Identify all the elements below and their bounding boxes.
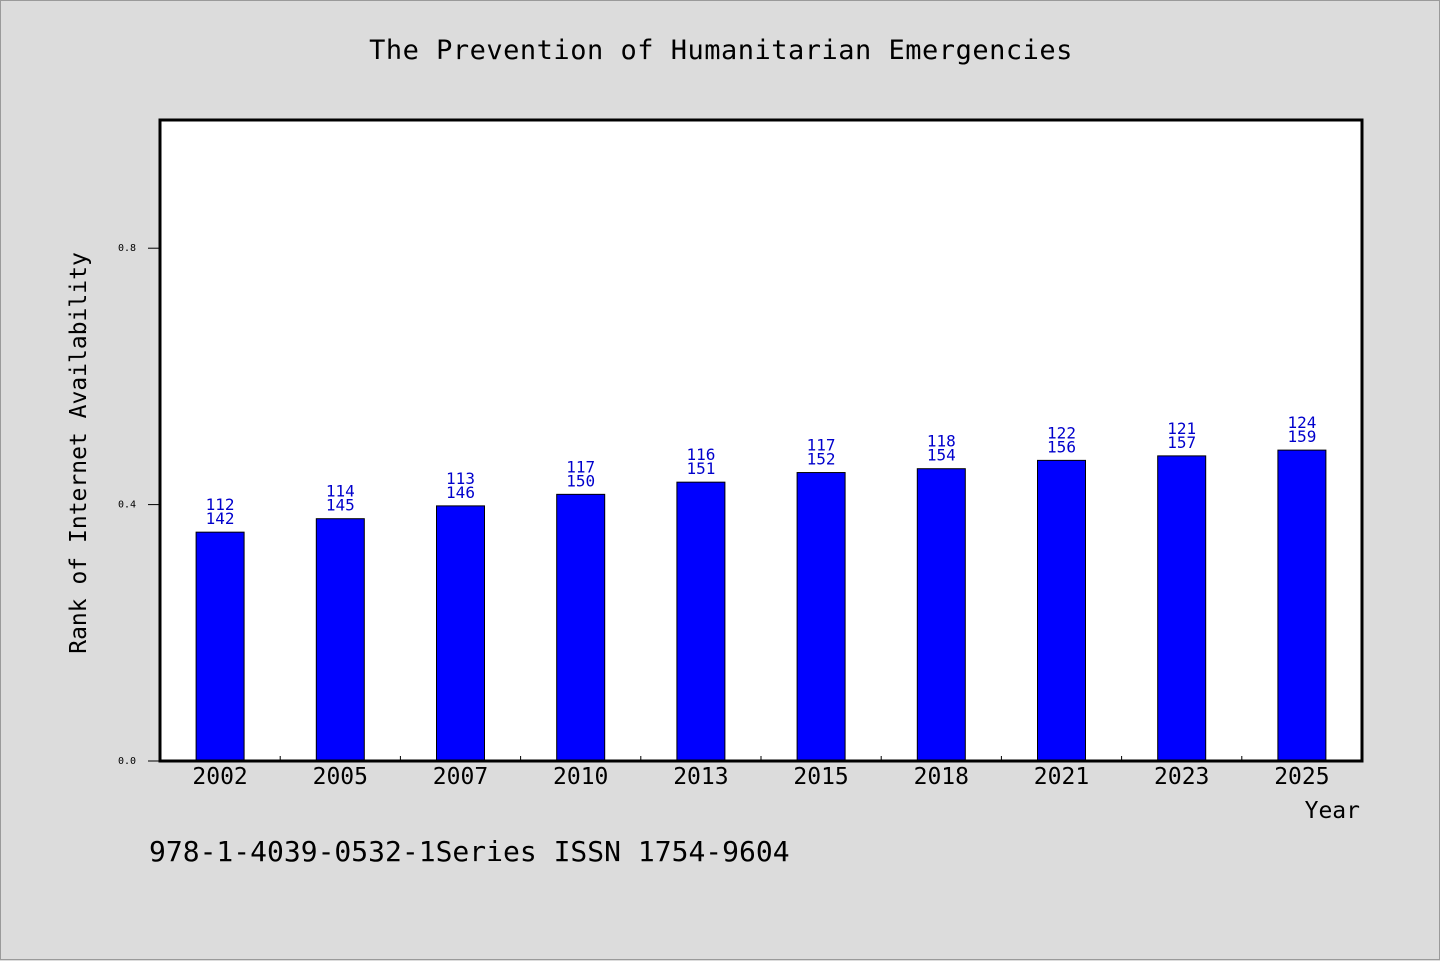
x-tick-label: 2023 <box>1154 764 1209 790</box>
bar <box>1277 449 1327 762</box>
bar <box>796 472 846 762</box>
bar <box>556 493 606 762</box>
bar-data-label-top: 122 <box>1047 423 1076 442</box>
bar-data-label-bottom: 146 <box>446 483 475 502</box>
bar-data-label-top: 118 <box>927 432 956 451</box>
bar-data-label-bottom: 150 <box>566 471 595 490</box>
chart-title: The Prevention of Humanitarian Emergenci… <box>369 35 1073 66</box>
bar <box>1157 455 1207 762</box>
x-tick-label: 2018 <box>914 764 969 790</box>
x-tick-label: 2010 <box>553 764 608 790</box>
bar-data-label-bottom: 157 <box>1167 433 1196 452</box>
bar-data-label-bottom: 142 <box>206 509 235 528</box>
bar-data-label-top: 112 <box>206 495 235 514</box>
bar-data-label-bottom: 145 <box>326 496 355 515</box>
y-tick-label: 0.0 <box>118 756 136 767</box>
plot-border <box>158 118 1364 763</box>
bar-data-label-top: 117 <box>566 457 595 476</box>
bar <box>195 531 245 762</box>
bar-data-label-bottom: 159 <box>1287 427 1316 446</box>
bar-data-label-top: 121 <box>1167 419 1196 438</box>
bar <box>916 468 966 762</box>
bar <box>315 518 365 762</box>
bar-data-label-top: 124 <box>1287 413 1316 432</box>
y-tick-label: 0.8 <box>118 243 136 254</box>
bar-data-label-bottom: 156 <box>1047 437 1076 456</box>
bar-data-label-top: 114 <box>326 482 355 501</box>
bar-data-label-top: 116 <box>686 445 715 464</box>
bar <box>676 481 726 762</box>
y-axis-label: Rank of Internet Availability <box>66 252 92 654</box>
x-tick-label: 2002 <box>192 764 247 790</box>
bar-data-label-bottom: 152 <box>807 450 836 469</box>
bar-data-label-top: 113 <box>446 469 475 488</box>
x-tick-label: 2015 <box>793 764 848 790</box>
bar-data-label-top: 117 <box>807 436 836 455</box>
x-tick-label: 2025 <box>1274 764 1329 790</box>
bar <box>436 505 485 762</box>
bar-data-label-bottom: 151 <box>686 459 715 478</box>
x-axis-label: Year <box>1305 798 1360 824</box>
x-tick-label: 2005 <box>313 764 368 790</box>
footer-isbn: 978-1-4039-0532-1Series ISSN 1754-9604 <box>149 835 790 868</box>
y-tick-label: 0.4 <box>118 500 136 511</box>
x-tick-label: 2013 <box>673 764 728 790</box>
x-tick-label: 2007 <box>433 764 488 790</box>
bar-data-label-bottom: 154 <box>927 446 956 465</box>
x-tick-label: 2021 <box>1034 764 1089 790</box>
bar <box>1037 459 1086 762</box>
